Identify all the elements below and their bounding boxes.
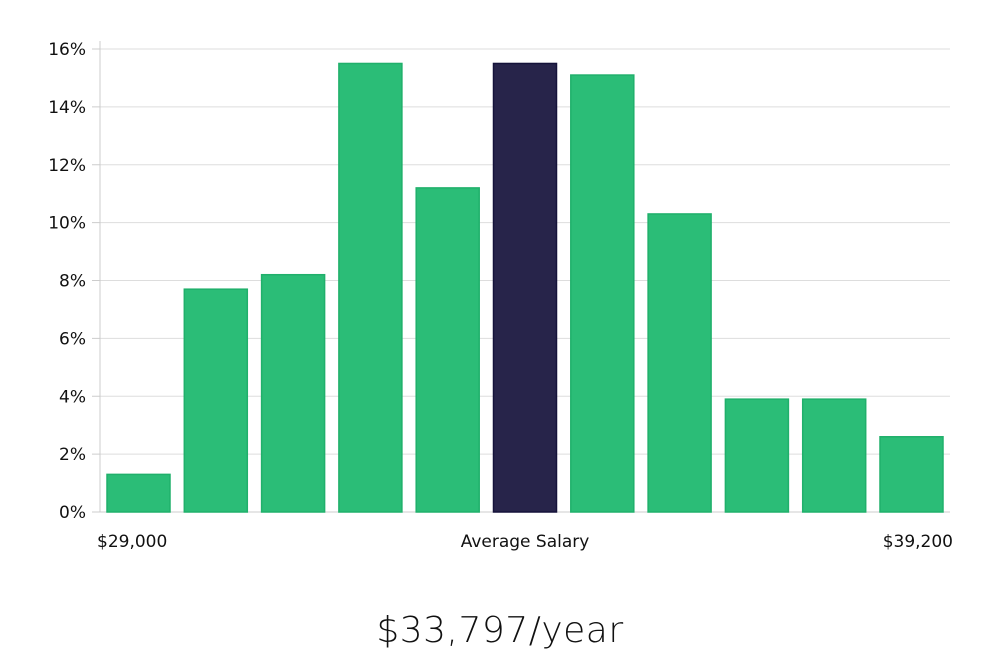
y-tick-label: 2% bbox=[59, 445, 86, 465]
bar bbox=[338, 62, 403, 513]
bar bbox=[415, 187, 480, 513]
average-salary-value: $33,797/year bbox=[376, 610, 624, 651]
y-tick-label: 14% bbox=[48, 98, 86, 118]
bar bbox=[801, 398, 867, 513]
y-tick-label: 0% bbox=[59, 503, 86, 523]
bars bbox=[106, 62, 944, 513]
bar bbox=[260, 273, 326, 513]
bar bbox=[647, 213, 712, 513]
bar bbox=[106, 473, 171, 513]
bar bbox=[724, 398, 790, 513]
y-tick-label: 12% bbox=[48, 156, 86, 176]
y-tick-label: 10% bbox=[48, 214, 86, 234]
y-tick-label: 6% bbox=[59, 329, 86, 349]
bar-average-salary bbox=[492, 62, 558, 513]
y-tick-label: 8% bbox=[59, 272, 86, 292]
x-axis-title: Average Salary bbox=[461, 532, 590, 552]
y-tick-label: 4% bbox=[59, 387, 86, 407]
y-tick-label: 16% bbox=[48, 40, 86, 60]
bar bbox=[879, 436, 944, 513]
y-tick-labels: 0% 2% 4% 6% 8% 10% 12% 14% 16% bbox=[48, 40, 100, 523]
bar bbox=[570, 74, 635, 513]
x-start-label: $29,000 bbox=[97, 532, 167, 552]
x-end-label: $39,200 bbox=[883, 532, 953, 552]
salary-histogram: 0% 2% 4% 6% 8% 10% 12% 14% 16% $29,000 Average S… bbox=[48, 40, 953, 552]
bar bbox=[183, 288, 249, 513]
